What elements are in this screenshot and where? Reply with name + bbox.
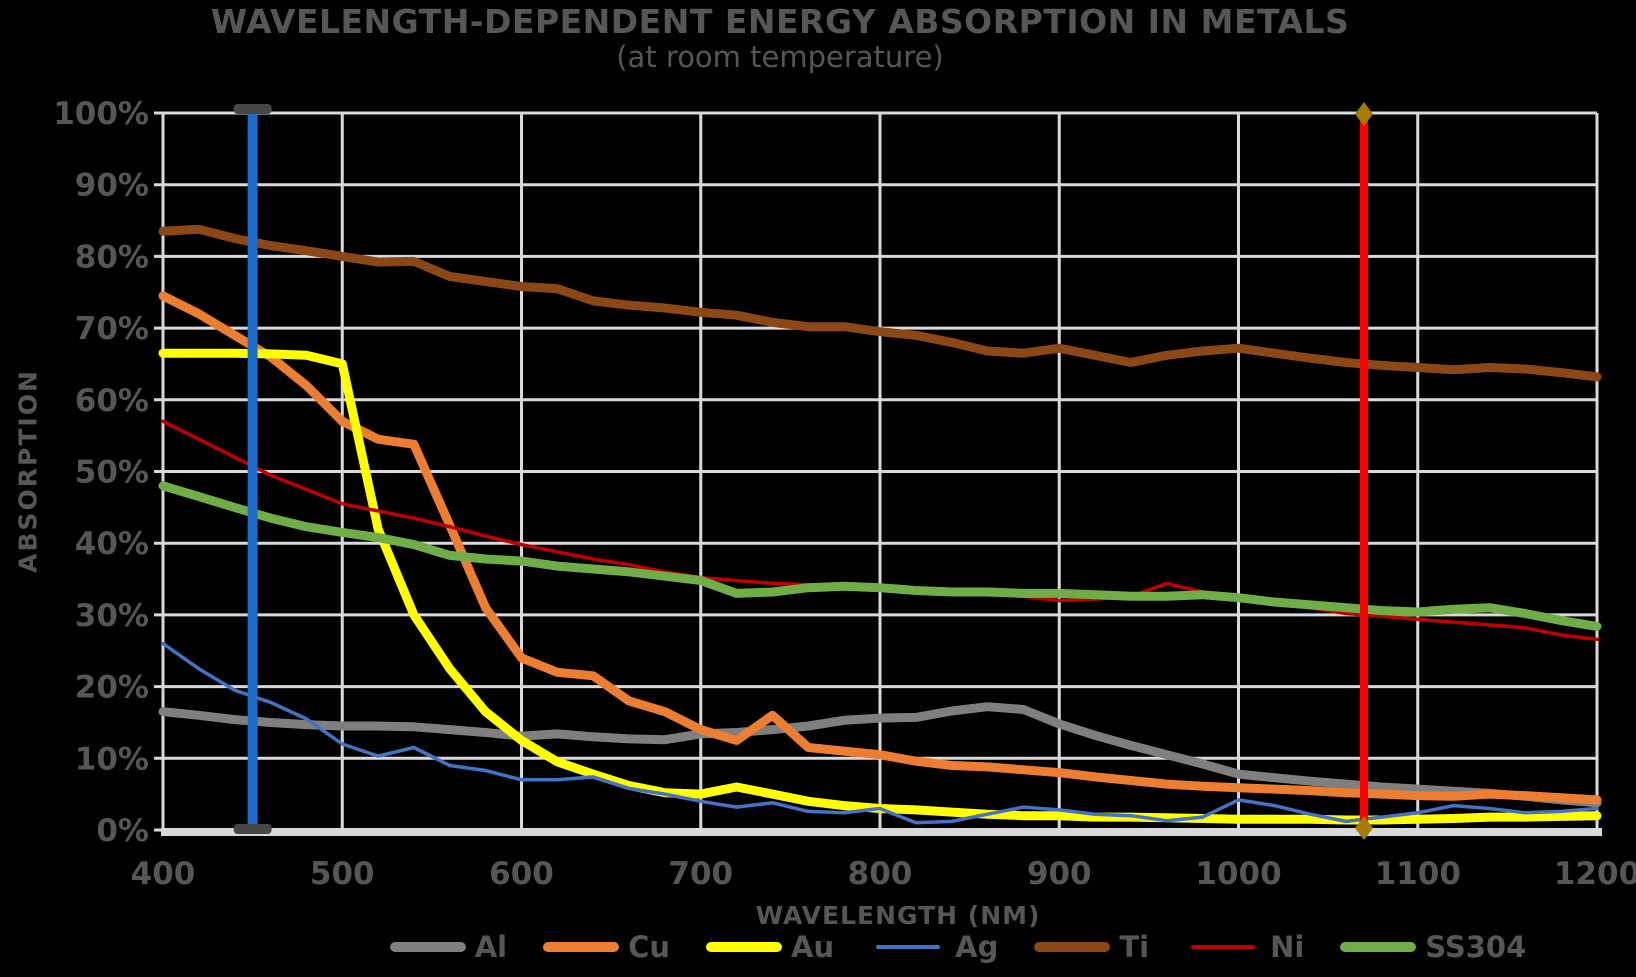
y-tick-label: 10% [75, 741, 149, 777]
legend-item-al: Al [389, 930, 508, 964]
legend-chip-ti [1034, 942, 1111, 952]
y-tick-label: 90% [75, 168, 149, 204]
y-tick-label: 70% [75, 311, 149, 347]
y-tick-label: 60% [75, 383, 149, 419]
legend-label: Ni [1270, 930, 1305, 964]
x-tick-label: 700 [668, 856, 733, 892]
series-lines [158, 224, 1602, 825]
legend-chip-al [389, 942, 466, 952]
y-tick-label: 40% [75, 526, 149, 562]
legend-label: Cu [628, 930, 671, 964]
series-line-cu [158, 291, 1602, 805]
x-tick-label: 1200 [1554, 856, 1636, 892]
axis-tick-labels: 400 500 600 700 800 900 1000 1100 1200 0% 10% 20% 30… [53, 96, 1636, 892]
series-line-al [158, 702, 1602, 808]
legend-chip-au [706, 942, 783, 952]
y-tick-label: 80% [75, 239, 149, 275]
vline-450-cap [233, 824, 272, 834]
series-line-ag [161, 641, 1599, 825]
x-axis-title: WAVELENGTH (NM) [755, 901, 1041, 930]
x-tick-label: 1100 [1375, 856, 1461, 892]
legend-chip-ss304 [1340, 942, 1417, 952]
legend: Al Cu Au Ag Ti Ni SS304 [280, 930, 1636, 964]
x-tick-label: 500 [310, 856, 375, 892]
x-tick-label: 600 [489, 856, 554, 892]
legend-label: Au [791, 930, 835, 964]
chart-title: WAVELENGTH-DEPENDENT ENERGY ABSORPTION I… [210, 2, 1350, 41]
legend-item-au: Au [706, 930, 834, 964]
legend-label: Al [474, 930, 508, 964]
vline-1070-diamond [1354, 102, 1373, 126]
y-tick-label: 50% [75, 455, 149, 491]
x-tick-label: 400 [131, 856, 196, 892]
annotation-lines [233, 102, 1373, 840]
chart-subtitle: (at room temperature) [616, 40, 944, 74]
vline-1070-diamond [1354, 816, 1373, 840]
y-tick-label: 100% [53, 96, 149, 132]
legend-label: Ti [1119, 930, 1150, 964]
x-tick-label: 1000 [1195, 856, 1281, 892]
legend-item-cu: Cu [543, 930, 670, 964]
legend-chip-ni [1191, 945, 1256, 949]
x-tick-label: 900 [1027, 856, 1092, 892]
legend-item-ss304: SS304 [1340, 930, 1526, 964]
legend-item-ni: Ni [1185, 930, 1304, 964]
series-line-ss304 [158, 481, 1602, 631]
vline-450-cap [233, 104, 272, 114]
y-tick-label: 0% [96, 813, 149, 849]
legend-label: Ag [955, 930, 999, 964]
legend-item-ti: Ti [1034, 930, 1149, 964]
legend-label: SS304 [1425, 930, 1527, 964]
y-tick-label: 30% [75, 598, 149, 634]
legend-chip-cu [543, 942, 620, 952]
series-line-ti [158, 224, 1602, 382]
y-tick-label: 20% [75, 670, 149, 706]
legend-item-ag: Ag [870, 930, 998, 964]
legend-chip-ag [876, 945, 941, 949]
x-tick-label: 800 [848, 856, 913, 892]
